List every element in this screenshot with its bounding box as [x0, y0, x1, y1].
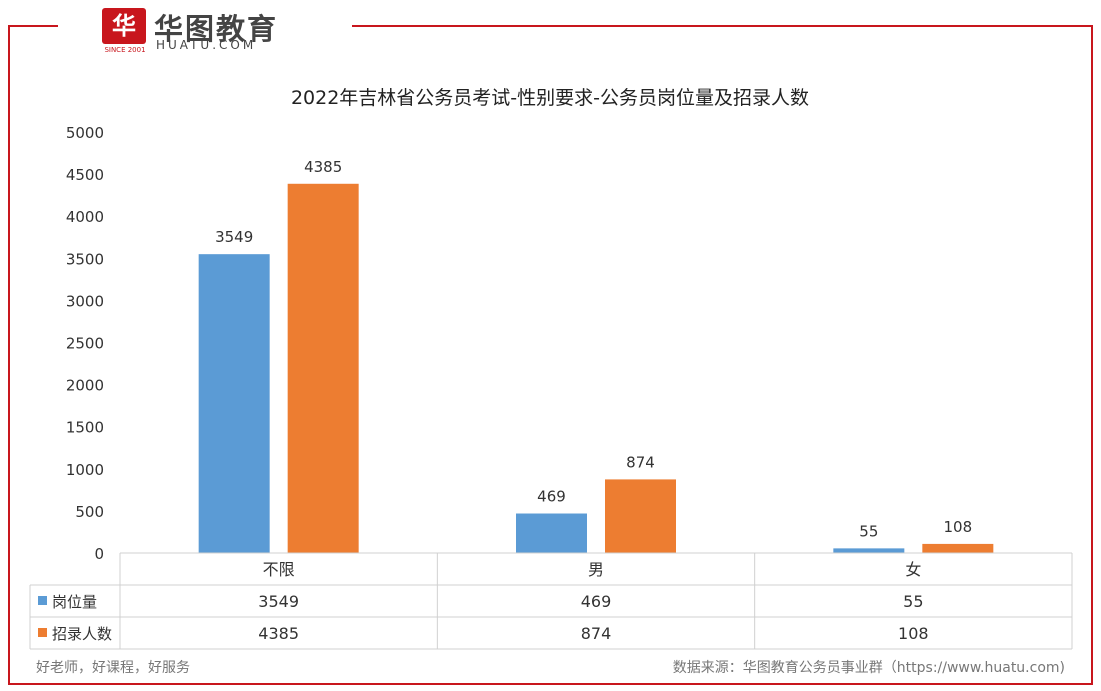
table-cell: 108 — [898, 624, 929, 643]
x-category-label: 不限 — [263, 560, 295, 579]
logo-name: 华图教育 — [154, 12, 279, 46]
frame-left — [8, 25, 10, 685]
y-tick-label: 5000 — [66, 124, 104, 142]
bar — [287, 183, 359, 553]
data-label: 469 — [537, 488, 566, 506]
huatu-logo: 华 SINCE 2001 华图教育 HUATU.COM — [100, 8, 300, 56]
bar — [922, 543, 994, 553]
data-label: 55 — [859, 522, 878, 540]
data-label: 3549 — [215, 228, 253, 246]
y-tick-label: 4000 — [66, 208, 104, 226]
bar — [516, 513, 587, 553]
y-tick-label: 2500 — [66, 335, 104, 353]
chart-title: 2022年吉林省公务员考试-性别要求-公务员岗位量及招录人数 — [291, 87, 809, 109]
frame-bottom — [8, 683, 1093, 685]
table-cell: 874 — [581, 624, 612, 643]
bar — [198, 254, 270, 553]
x-category-label: 女 — [905, 560, 921, 579]
footer-slogan: 好老师，好课程，好服务 — [36, 660, 190, 676]
data-label: 874 — [626, 453, 655, 471]
bar — [605, 479, 676, 553]
bars: 3549 4385 469 874 55 108 — [198, 158, 994, 553]
legend-label: 招录人数 — [52, 625, 112, 643]
y-tick-label: 3000 — [66, 292, 104, 310]
legend-swatch — [38, 596, 47, 605]
table-cell: 3549 — [258, 592, 299, 611]
legend-label: 岗位量 — [52, 593, 97, 611]
bar — [833, 548, 905, 553]
y-tick-label: 500 — [75, 503, 104, 521]
y-axis: 0 500 1000 1500 2000 2500 3000 3500 4000 4500 5000 — [66, 124, 104, 563]
y-tick-label: 2000 — [66, 377, 104, 395]
y-tick-label: 1500 — [66, 419, 104, 437]
frame-top-left — [8, 25, 58, 27]
y-tick-label: 4500 — [66, 166, 104, 184]
footer-source: 数据来源：华图教育公务员事业群（https://www.huatu.com) — [672, 660, 1065, 676]
data-label: 4385 — [304, 158, 342, 176]
logo-name-en: HUATU.COM — [156, 38, 257, 52]
table-cell: 55 — [903, 592, 923, 611]
logo-since: SINCE 2001 — [104, 46, 146, 54]
logo-mark-icon: 华 — [102, 8, 146, 44]
table-cell: 469 — [581, 592, 612, 611]
y-tick-label: 3500 — [66, 250, 104, 268]
frame-right — [1091, 25, 1093, 685]
x-category-label: 男 — [588, 560, 604, 579]
data-label: 108 — [944, 518, 973, 536]
y-tick-label: 1000 — [66, 461, 104, 479]
table-cell: 4385 — [258, 624, 299, 643]
y-tick-label: 0 — [94, 545, 104, 563]
frame-top-right — [352, 25, 1093, 27]
legend-swatch — [38, 628, 47, 637]
